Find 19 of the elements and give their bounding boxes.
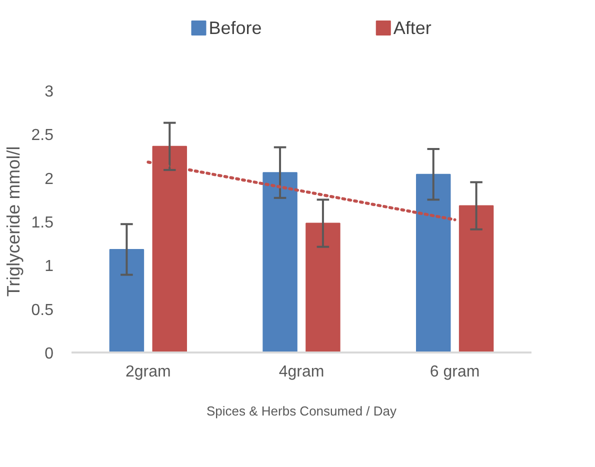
y-tick-label: 0.5: [31, 302, 54, 319]
y-tick-label: 3: [44, 84, 54, 100]
y-tick-label: 0: [44, 346, 54, 362]
x-axis-title: Spices & Herbs Consumed / Day: [206, 404, 398, 418]
y-tick-label: 1: [44, 258, 54, 276]
y-tick-label: 1.5: [31, 214, 54, 232]
bar: [458, 205, 494, 352]
bar: [306, 222, 340, 352]
y-tick-label: 2.5: [31, 127, 54, 144]
legend-label: Before: [208, 18, 262, 38]
legend-label: After: [393, 18, 432, 38]
x-tick-label: 2gram: [125, 364, 171, 380]
bar: [262, 172, 298, 352]
y-tick-label: 2: [44, 170, 54, 188]
bar: [109, 248, 144, 352]
y-axis-title: Triglyceride mmol/l: [3, 146, 24, 297]
x-tick-label: 6 gram: [430, 364, 480, 380]
x-tick-label: 4gram: [278, 364, 324, 380]
bar: [416, 174, 451, 352]
